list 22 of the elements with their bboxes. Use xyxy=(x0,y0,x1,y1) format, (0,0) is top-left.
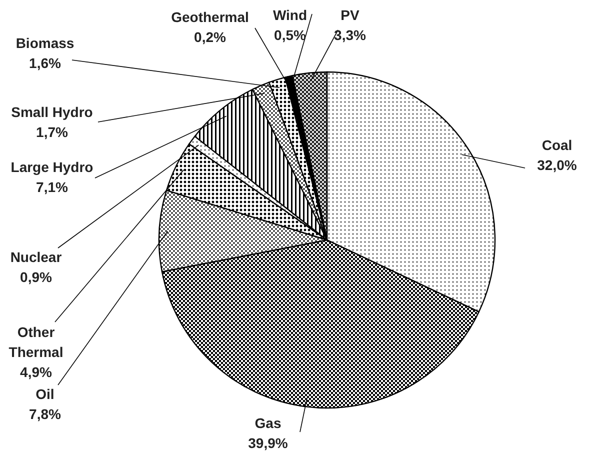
slice-label: Coal xyxy=(542,137,572,153)
slice-label: Nuclear xyxy=(10,249,62,265)
data-label: 4,9% xyxy=(20,364,52,380)
slice-label: Gas xyxy=(254,415,282,431)
data-label: 0,2% xyxy=(194,29,226,45)
data-label: 39,9% xyxy=(248,435,288,451)
data-label: 3,3% xyxy=(334,27,366,43)
data-label: 7,8% xyxy=(29,406,62,422)
slice-label: Wind xyxy=(272,7,308,23)
data-label: 1,6% xyxy=(29,55,62,71)
data-label: 0,9% xyxy=(20,269,52,285)
slice-label: Large Hydro xyxy=(10,159,94,175)
slice-label: Biomass xyxy=(16,35,74,51)
slice-label: Other Thermal xyxy=(8,324,64,360)
slice-label: Oil xyxy=(36,386,54,402)
data-label: 32,0% xyxy=(537,157,578,173)
slice-label: PV xyxy=(340,7,360,23)
slice-label: Small Hydro xyxy=(11,104,93,120)
data-label: 7,1% xyxy=(36,179,68,195)
data-label: 0,5% xyxy=(274,27,306,43)
data-label: 1,7% xyxy=(36,124,68,140)
slice-label: Geothermal xyxy=(171,9,249,25)
